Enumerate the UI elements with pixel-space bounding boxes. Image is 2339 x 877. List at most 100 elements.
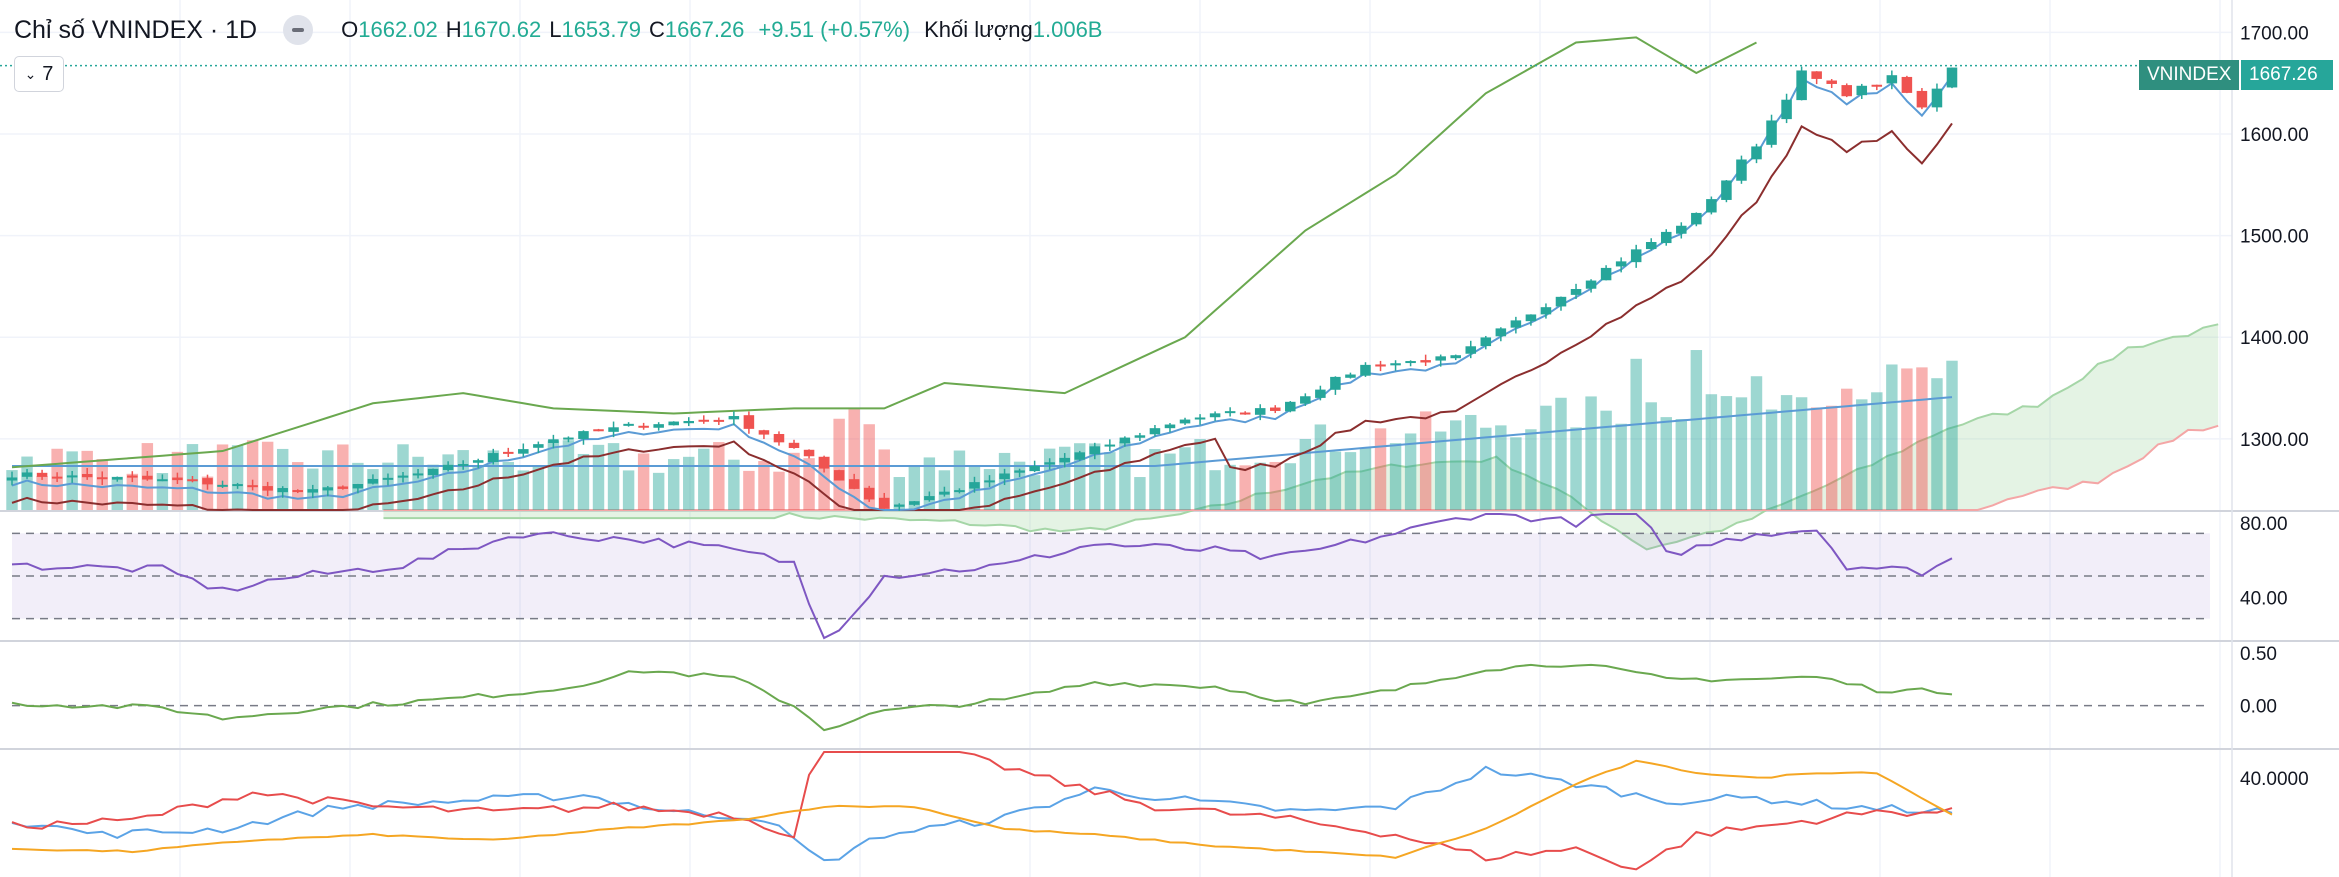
candle-body	[1931, 88, 1943, 108]
candle-body	[1480, 337, 1492, 347]
volume-bar	[1224, 464, 1236, 510]
candle-body	[1014, 470, 1025, 473]
candle-body	[1811, 71, 1822, 79]
volume-bar	[502, 461, 514, 510]
candle-body	[1721, 180, 1732, 200]
chart-title[interactable]: Chỉ số VNINDEX · 1D	[14, 15, 258, 44]
candle-body	[1540, 307, 1552, 315]
volume-bar	[427, 464, 439, 510]
volume-bar	[622, 470, 635, 510]
volume-bar	[743, 470, 755, 510]
candle-body	[292, 490, 303, 493]
volume-bar	[1825, 405, 1838, 510]
candle-body	[1706, 199, 1717, 213]
candle-body	[924, 496, 935, 501]
candle-body	[1676, 225, 1687, 234]
candle-body	[1871, 84, 1883, 87]
candle-body	[984, 480, 995, 483]
candle-body	[96, 477, 108, 480]
volume-bar	[1013, 461, 1026, 510]
candle-body	[818, 456, 830, 469]
volume-bar	[1149, 449, 1161, 510]
candle-body	[1179, 419, 1191, 424]
high-label: H	[445, 17, 462, 42]
hide-indicator-button[interactable]	[283, 15, 314, 45]
volume-bar	[577, 453, 590, 510]
candle-body	[653, 424, 664, 428]
candle-body	[1420, 360, 1431, 363]
price-tick-label: 1300.00	[2240, 430, 2309, 451]
volume-bars	[6, 350, 1958, 510]
volume-bar	[231, 445, 244, 510]
volume-bar	[1615, 423, 1627, 510]
volume-bar	[246, 440, 259, 510]
axis-tick-label: 40.00	[2240, 588, 2288, 609]
candle-body	[21, 472, 33, 477]
candle-body	[939, 491, 950, 495]
volume-bar	[637, 453, 650, 510]
volume-bar	[1630, 358, 1642, 510]
candle-body	[803, 449, 815, 457]
price-tick-label: 1600.00	[2240, 125, 2309, 146]
volume-bar	[1735, 397, 1748, 510]
volume-bar	[833, 418, 845, 510]
low-label: L	[549, 17, 562, 42]
indicators-toggle-button[interactable]: ⌄ 7	[14, 56, 64, 92]
volume-bar	[1344, 452, 1357, 510]
candle-body	[1841, 85, 1852, 97]
price-tick-label: 1500.00	[2240, 227, 2309, 248]
volume-bar	[893, 477, 906, 510]
candle-body	[1104, 444, 1116, 447]
candle-body	[457, 464, 469, 467]
price-tag-value: 1667.26	[2241, 60, 2333, 90]
volume-bar	[367, 469, 379, 510]
candle-body	[442, 464, 454, 470]
volume-bar	[21, 456, 33, 510]
candle-body	[563, 437, 574, 440]
kijun-line	[11, 122, 1953, 512]
candle-body	[608, 427, 619, 432]
candle-body	[6, 477, 18, 481]
volume-bar	[1269, 461, 1281, 510]
volume-bar	[908, 466, 921, 510]
candle-body	[1119, 437, 1131, 444]
volume-bar	[1194, 439, 1206, 510]
pane-momentum: 0.50 0.00	[11, 644, 2277, 732]
volume-bar	[216, 444, 229, 510]
volume-bar	[472, 465, 484, 510]
candle-body	[1525, 314, 1537, 322]
volume-bar	[878, 449, 890, 510]
volume-bar	[652, 472, 665, 510]
candle-body	[668, 421, 679, 426]
candle-body	[337, 486, 349, 489]
upper-band-line	[11, 36, 1757, 469]
candle-body	[1781, 99, 1792, 120]
candle-body	[518, 449, 529, 454]
candle-body	[1555, 296, 1567, 307]
volume-bar	[1720, 396, 1733, 510]
volume-bar	[126, 473, 139, 510]
pane-dmi: 40.0000	[11, 751, 2309, 871]
price-axis: 1700.00 1600.00 1500.00 1400.00 1300.00	[2240, 23, 2309, 451]
volume-bar	[803, 458, 815, 510]
adx-line	[11, 759, 1953, 859]
candle-body	[232, 484, 243, 487]
volume-bar	[1329, 451, 1342, 510]
volume-bar	[848, 409, 860, 510]
volume-bar	[1465, 414, 1477, 510]
candle-body	[1856, 85, 1868, 96]
candle-body	[1691, 212, 1702, 225]
volume-bar	[758, 461, 770, 510]
candle-body	[1194, 417, 1206, 420]
volume-bar	[1450, 420, 1462, 510]
candle-body	[1375, 364, 1386, 367]
volume-bar	[1901, 368, 1913, 510]
candle-body	[1826, 80, 1837, 84]
candle-body	[503, 451, 514, 454]
volume-bar	[261, 441, 274, 510]
candle-body	[1796, 70, 1807, 101]
candle-body	[1285, 401, 1296, 412]
volume-bar	[1058, 446, 1071, 510]
